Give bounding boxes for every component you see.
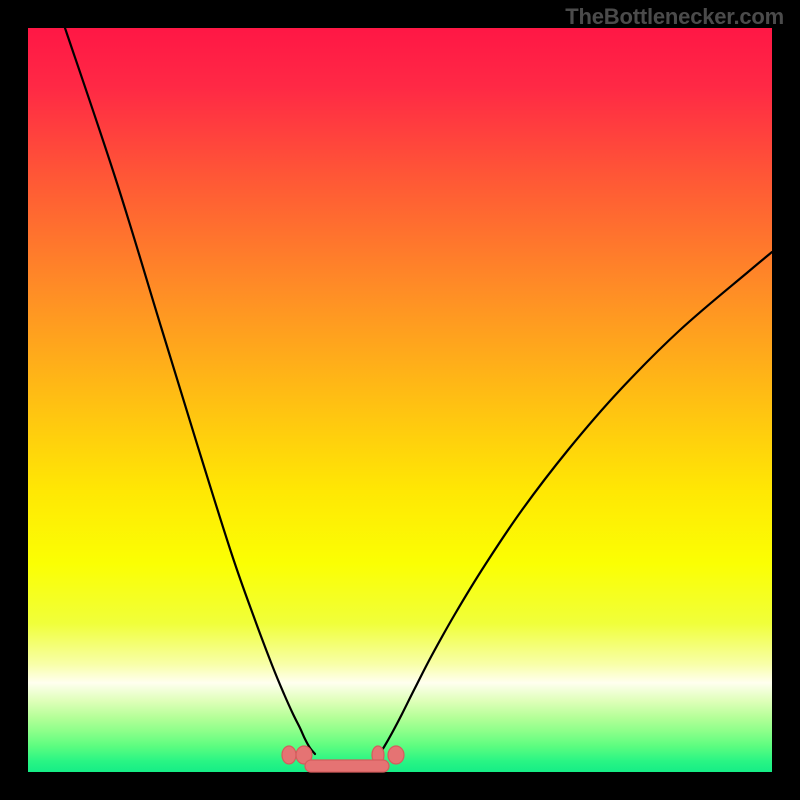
bottleneck-chart [0,0,800,800]
marker-pill-3 [388,746,404,764]
chart-container: TheBottlenecker.com [0,0,800,800]
marker-floor [305,760,389,772]
marker-pill-0 [282,746,296,764]
watermark-text: TheBottlenecker.com [565,4,784,30]
plot-background [28,28,772,772]
